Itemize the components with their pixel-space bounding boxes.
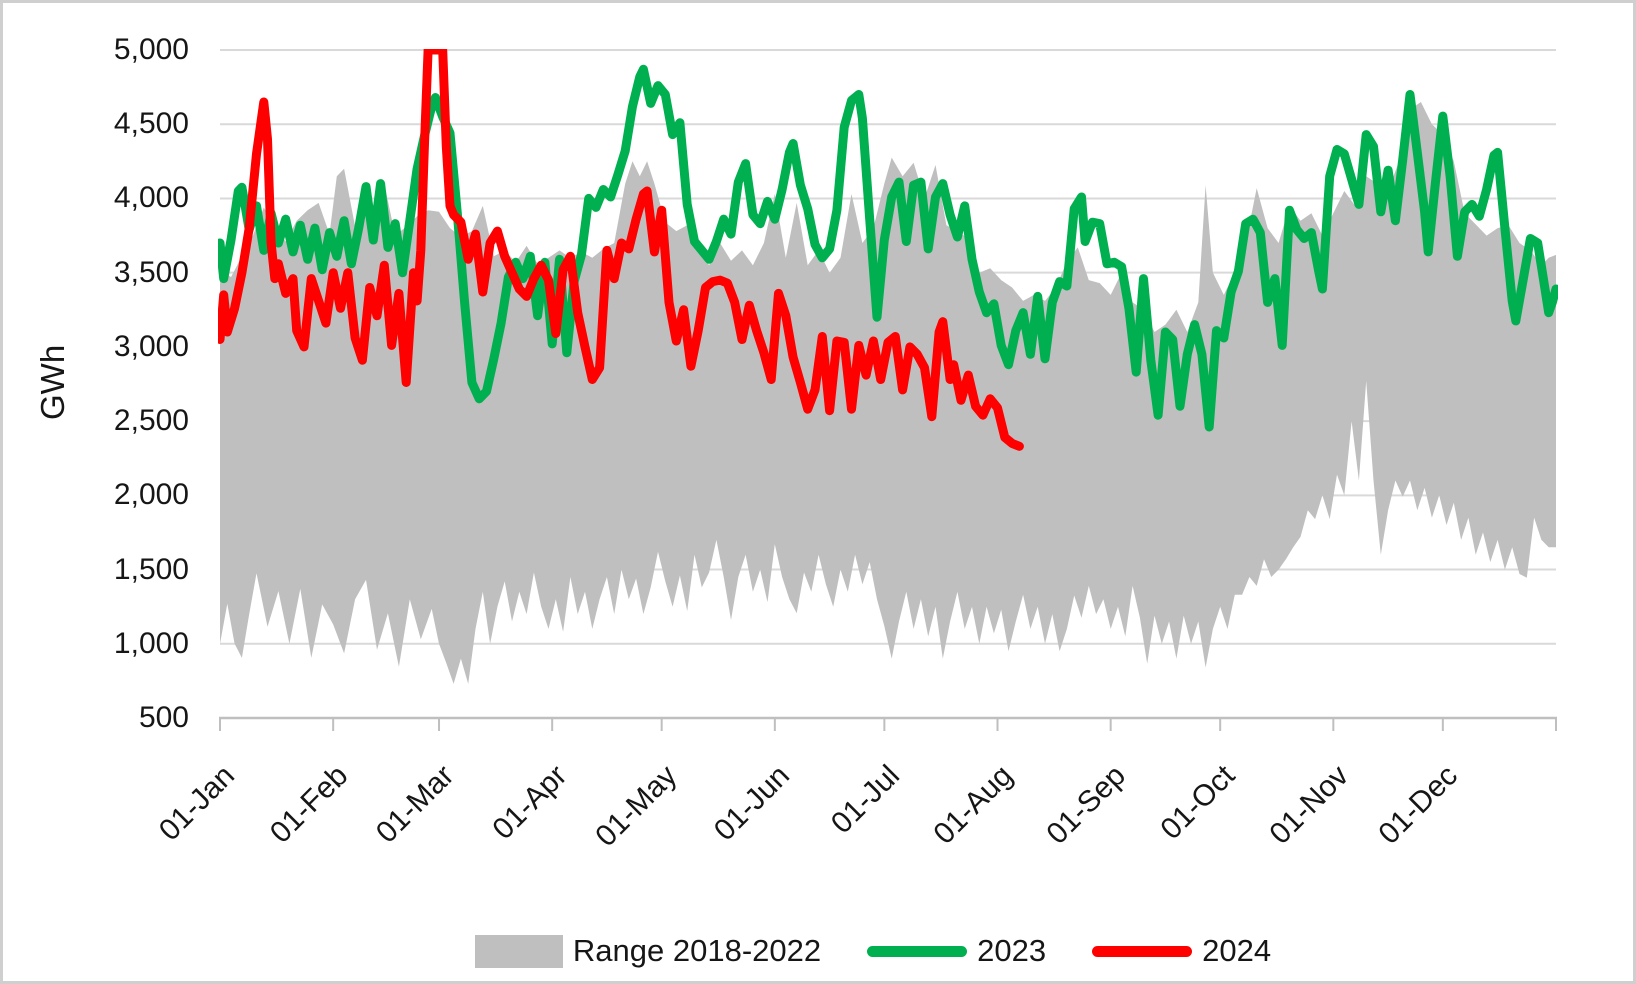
legend-item-2023: 2023 [867, 933, 1046, 969]
range-band [220, 102, 1556, 684]
y-axis-tick-label: 5,000 [113, 33, 189, 66]
line-2024 [218, 49, 1024, 451]
legend-label: 2023 [977, 933, 1047, 968]
y-axis-tick-label: 4,000 [113, 181, 189, 215]
y-axis-tick-label: 500 [138, 701, 189, 734]
y-axis-tick-label: 1,500 [113, 552, 189, 586]
legend-item-2024: 2024 [1092, 933, 1271, 969]
y-axis-tick-label: 2,500 [113, 404, 189, 438]
y-axis-tick-label: 1,000 [113, 626, 189, 660]
y-axis-tick-label: 3,500 [113, 255, 189, 289]
legend-label: Range 2018-2022 [572, 933, 822, 968]
range-band-swatch-icon [474, 934, 563, 968]
y-axis-tick-label: 3,000 [113, 329, 189, 363]
line-swatch-icon [1092, 945, 1193, 957]
y-axis-tick-label: 4,500 [113, 107, 189, 141]
legend: Range 2018-2022 2023 2024 [3, 933, 1633, 969]
plot-area [218, 49, 1558, 731]
line-2023 [218, 64, 1558, 432]
legend-item-range-2018-2022: Range 2018-2022 [474, 933, 822, 969]
line-swatch-icon [867, 945, 968, 957]
legend-label: 2024 [1202, 933, 1272, 968]
y-axis-tick-label: 2,000 [113, 478, 189, 512]
